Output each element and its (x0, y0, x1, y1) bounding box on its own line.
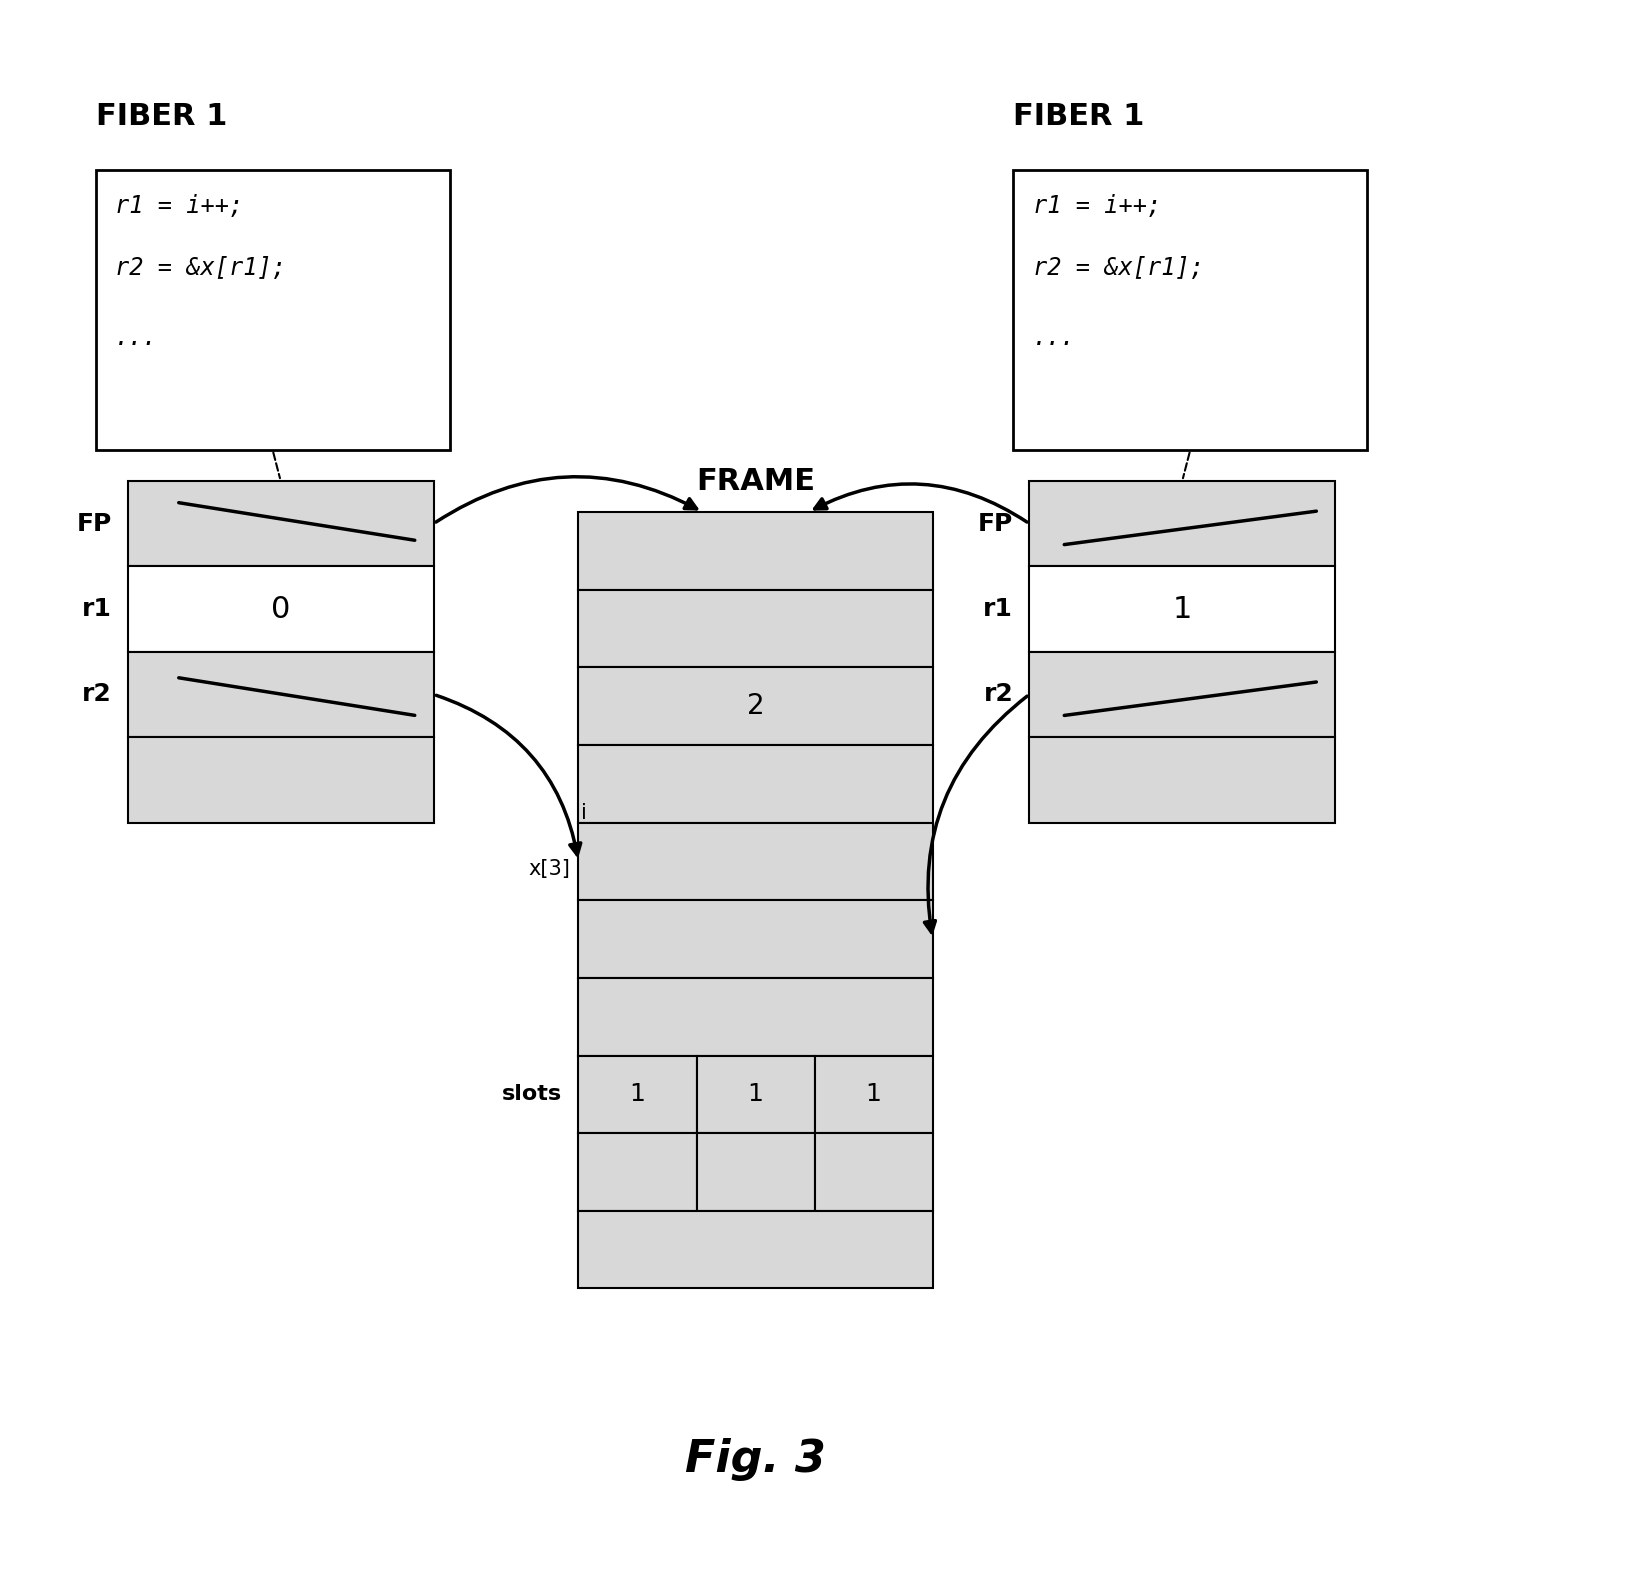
Text: r2 = &x[r1];: r2 = &x[r1]; (1033, 256, 1203, 280)
FancyBboxPatch shape (697, 1056, 815, 1133)
Text: r1 = i++;: r1 = i++; (1033, 193, 1160, 217)
Text: slots: slots (502, 1084, 562, 1105)
FancyBboxPatch shape (579, 1211, 933, 1289)
FancyBboxPatch shape (1029, 481, 1334, 567)
Text: r2: r2 (82, 682, 111, 706)
FancyBboxPatch shape (128, 481, 433, 567)
FancyBboxPatch shape (579, 1056, 697, 1133)
FancyBboxPatch shape (697, 1133, 815, 1211)
FancyBboxPatch shape (579, 668, 933, 746)
Text: FP: FP (977, 511, 1013, 535)
FancyBboxPatch shape (579, 746, 933, 823)
Text: ...: ... (1033, 326, 1075, 350)
FancyBboxPatch shape (579, 978, 933, 1056)
FancyBboxPatch shape (1013, 171, 1367, 450)
Text: i: i (580, 803, 587, 823)
FancyBboxPatch shape (1029, 567, 1334, 652)
Text: x[3]: x[3] (528, 860, 570, 879)
FancyBboxPatch shape (128, 567, 433, 652)
FancyBboxPatch shape (128, 652, 433, 738)
Text: Fig. 3: Fig. 3 (685, 1437, 826, 1480)
Text: ...: ... (115, 326, 157, 350)
FancyBboxPatch shape (579, 823, 933, 901)
Text: FIBER 1: FIBER 1 (95, 103, 226, 131)
Text: r1: r1 (82, 597, 111, 621)
Text: r1: r1 (983, 597, 1013, 621)
Text: FP: FP (77, 511, 111, 535)
Text: 1: 1 (1172, 595, 1192, 624)
Text: 1: 1 (865, 1083, 882, 1107)
FancyBboxPatch shape (579, 511, 933, 589)
FancyBboxPatch shape (1029, 738, 1334, 823)
Text: r2: r2 (983, 682, 1013, 706)
Text: 2: 2 (746, 692, 764, 720)
FancyBboxPatch shape (579, 901, 933, 978)
FancyBboxPatch shape (815, 1056, 933, 1133)
Text: 1: 1 (629, 1083, 646, 1107)
FancyBboxPatch shape (1029, 652, 1334, 738)
Text: r1 = i++;: r1 = i++; (115, 193, 243, 217)
Text: 1: 1 (747, 1083, 764, 1107)
FancyBboxPatch shape (128, 738, 433, 823)
FancyBboxPatch shape (815, 1133, 933, 1211)
Text: 0: 0 (270, 595, 290, 624)
FancyBboxPatch shape (579, 1133, 697, 1211)
Text: r2 = &x[r1];: r2 = &x[r1]; (115, 256, 285, 280)
Text: FRAME: FRAME (695, 467, 815, 497)
Text: FIBER 1: FIBER 1 (1013, 103, 1144, 131)
FancyBboxPatch shape (95, 171, 449, 450)
FancyBboxPatch shape (579, 589, 933, 668)
